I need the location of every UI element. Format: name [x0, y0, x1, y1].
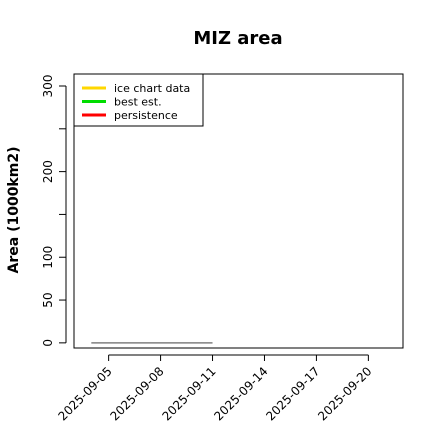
x-tick-label: 2025-09-20	[315, 364, 374, 423]
y-tick-label: 50	[41, 292, 55, 307]
y-tick-label: 200	[41, 160, 55, 183]
y-axis-label: Area (1000km2)	[6, 147, 22, 274]
legend-label: persistence	[114, 109, 178, 122]
x-tick-label: 2025-09-08	[107, 364, 166, 423]
chart-title: MIZ area	[193, 28, 282, 49]
legend-label: best est.	[114, 96, 162, 109]
plot-frame	[73, 73, 404, 349]
y-tick-label: 100	[41, 246, 55, 269]
x-tick-label: 2025-09-11	[159, 364, 218, 423]
x-axis: 2025-09-052025-09-082025-09-112025-09-14…	[56, 354, 374, 423]
y-tick-label: 0	[41, 339, 55, 347]
x-tick-label: 2025-09-05	[56, 364, 115, 423]
x-tick-label: 2025-09-14	[211, 364, 270, 423]
x-tick-label: 2025-09-17	[263, 364, 322, 423]
y-axis: 0 50 100 200 300	[41, 75, 67, 347]
y-tick-label: 300	[41, 75, 55, 98]
legend-label: ice chart data	[114, 82, 190, 95]
